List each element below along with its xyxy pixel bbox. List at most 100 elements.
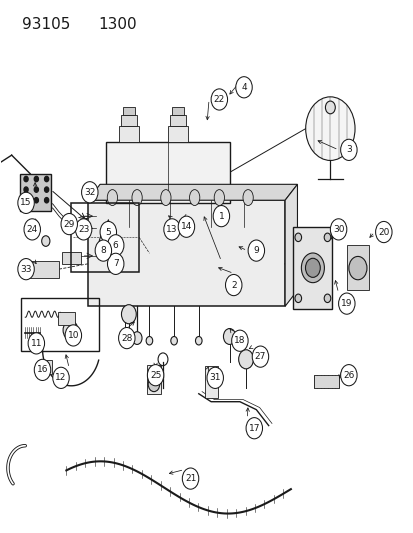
Circle shape — [252, 346, 268, 367]
Circle shape — [121, 305, 136, 324]
Circle shape — [99, 231, 117, 254]
Text: 12: 12 — [55, 373, 66, 382]
Circle shape — [375, 221, 391, 243]
Bar — [71, 203, 139, 272]
Text: 19: 19 — [340, 299, 352, 308]
Circle shape — [100, 221, 116, 243]
Text: 6: 6 — [113, 241, 118, 250]
Bar — [58, 312, 74, 325]
Circle shape — [195, 336, 202, 345]
Circle shape — [213, 206, 229, 227]
Circle shape — [65, 325, 81, 346]
Polygon shape — [88, 184, 297, 200]
Circle shape — [107, 253, 123, 274]
Circle shape — [61, 214, 77, 235]
Text: 2: 2 — [230, 280, 236, 289]
Ellipse shape — [189, 190, 199, 206]
Circle shape — [323, 233, 330, 241]
Circle shape — [24, 187, 28, 192]
Bar — [106, 142, 229, 203]
Circle shape — [206, 367, 223, 389]
Circle shape — [24, 176, 28, 182]
Ellipse shape — [132, 190, 142, 206]
Text: 21: 21 — [185, 474, 196, 483]
Text: 20: 20 — [377, 228, 389, 237]
Circle shape — [223, 328, 235, 344]
Circle shape — [171, 336, 177, 345]
Circle shape — [178, 216, 194, 237]
Circle shape — [75, 219, 92, 240]
Circle shape — [34, 359, 51, 381]
Text: 1: 1 — [218, 212, 224, 221]
Circle shape — [81, 182, 98, 203]
Ellipse shape — [107, 190, 117, 206]
Text: 29: 29 — [64, 220, 75, 229]
Text: 32: 32 — [84, 188, 95, 197]
Circle shape — [42, 236, 50, 246]
Bar — [20, 174, 51, 211]
Circle shape — [340, 365, 356, 386]
Circle shape — [305, 259, 320, 277]
Bar — [88, 200, 285, 306]
Circle shape — [18, 192, 34, 214]
Circle shape — [294, 294, 301, 303]
Circle shape — [146, 336, 152, 345]
Text: 33: 33 — [20, 265, 32, 273]
Circle shape — [132, 332, 142, 344]
Circle shape — [63, 217, 74, 231]
Circle shape — [45, 176, 49, 182]
Bar — [172, 108, 184, 115]
Circle shape — [18, 259, 34, 280]
Bar — [204, 366, 218, 398]
Text: 3: 3 — [345, 146, 351, 155]
Circle shape — [164, 219, 180, 240]
Circle shape — [28, 333, 45, 354]
Text: 28: 28 — [121, 334, 132, 343]
Text: 13: 13 — [166, 225, 177, 234]
Circle shape — [325, 101, 335, 114]
Text: 14: 14 — [180, 222, 192, 231]
Circle shape — [34, 176, 38, 182]
Text: 25: 25 — [150, 370, 161, 379]
Ellipse shape — [242, 190, 253, 206]
Circle shape — [118, 327, 135, 349]
Circle shape — [45, 198, 49, 203]
Bar — [62, 252, 81, 264]
Ellipse shape — [160, 190, 171, 206]
Polygon shape — [285, 184, 297, 306]
Bar — [147, 365, 160, 394]
Circle shape — [323, 294, 330, 303]
Circle shape — [107, 235, 123, 256]
Circle shape — [182, 468, 198, 489]
Bar — [118, 126, 139, 142]
Text: 10: 10 — [67, 331, 79, 340]
Text: 1300: 1300 — [98, 17, 136, 33]
Text: 4: 4 — [241, 83, 246, 92]
Text: 15: 15 — [20, 198, 32, 207]
Circle shape — [95, 240, 112, 261]
Circle shape — [245, 418, 262, 439]
Bar — [168, 126, 188, 142]
Text: 22: 22 — [213, 95, 224, 104]
Circle shape — [147, 365, 164, 386]
Text: 93105: 93105 — [22, 17, 70, 33]
Circle shape — [348, 256, 366, 280]
Bar — [313, 375, 338, 389]
Bar — [122, 108, 135, 115]
Circle shape — [24, 198, 28, 203]
Circle shape — [45, 187, 49, 192]
Bar — [170, 115, 186, 126]
Text: 26: 26 — [342, 370, 354, 379]
Bar — [346, 245, 368, 290]
Bar — [22, 261, 59, 278]
Text: 27: 27 — [254, 352, 266, 361]
Circle shape — [34, 198, 38, 203]
Text: 18: 18 — [234, 336, 245, 345]
Text: 24: 24 — [26, 225, 38, 234]
Text: 17: 17 — [248, 424, 259, 433]
Circle shape — [211, 89, 227, 110]
Text: 30: 30 — [332, 225, 344, 234]
Circle shape — [53, 367, 69, 389]
Circle shape — [340, 139, 356, 160]
Circle shape — [301, 253, 324, 282]
